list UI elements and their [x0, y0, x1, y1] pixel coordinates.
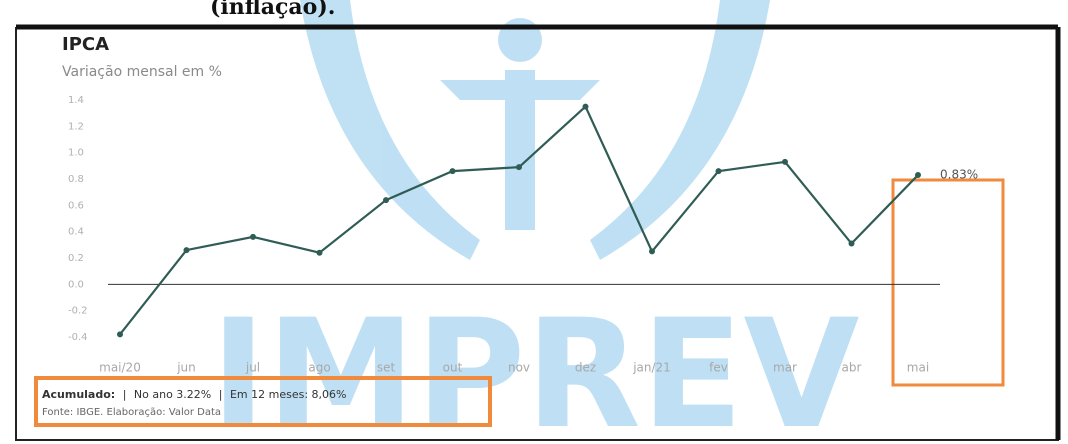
y-tick-label: 0.2: [68, 253, 84, 264]
x-tick-label: mai/20: [99, 361, 141, 375]
x-tick-label: dez: [575, 361, 596, 375]
x-tick-label: abr: [842, 361, 862, 375]
y-tick-label: 0.8: [68, 174, 84, 185]
point: [848, 240, 855, 247]
y-tick-label: 1.4: [68, 95, 84, 106]
chart-subtitle: Variação mensal em %: [62, 64, 222, 80]
x-tick-label: jun: [176, 361, 196, 375]
highlight-box: [891, 178, 1005, 387]
point: [582, 103, 589, 110]
separator: |: [123, 388, 127, 401]
point: [250, 233, 256, 240]
point: [383, 197, 389, 204]
footer-label: Acumulado:: [42, 388, 115, 401]
footer-year: No ano 3.22%: [134, 388, 211, 401]
y-tick-label: 1.2: [68, 121, 84, 132]
x-tick-label: ago: [308, 361, 330, 375]
watermark: IMPREV: [210, 288, 859, 444]
point: [316, 249, 323, 256]
x-tick-label: jul: [245, 361, 260, 375]
x-tick-label: out: [443, 361, 463, 375]
point: [649, 248, 655, 255]
chart-title: IPCA: [62, 34, 109, 55]
point: [782, 158, 788, 165]
y-tick-label: 0.0: [68, 279, 84, 290]
x-tick-label: set: [377, 361, 396, 375]
x-tick-label: nov: [508, 361, 530, 375]
x-tick-label: mar: [773, 361, 797, 375]
point: [915, 172, 921, 179]
footer-text: Acumulado: | No ano 3.22% | Em 12 meses:…: [42, 388, 346, 401]
y-tick-label: -0.2: [68, 306, 88, 317]
frame-edge: [16, 24, 1061, 440]
separator: |: [219, 388, 223, 401]
point: [183, 247, 190, 254]
x-tick-label: fev: [709, 361, 728, 375]
point: [516, 164, 522, 171]
y-tick-label: 0.6: [68, 200, 84, 211]
footer-source: Fonte: IBGE. Elaboração: Valor Data: [42, 407, 221, 418]
y-tick-label: -0.4: [68, 332, 88, 343]
x-tick-label: jan/21: [632, 361, 671, 375]
value-label: 0.83%: [940, 168, 978, 182]
point: [715, 168, 722, 175]
point: [117, 331, 123, 338]
point: [449, 168, 456, 175]
caption: (inflação).: [210, 0, 335, 20]
footer-twelve: Em 12 meses: 8,06%: [230, 388, 347, 401]
highlight-box: [34, 376, 492, 427]
y-tick-label: 0.4: [68, 227, 84, 238]
watermark-logo: [300, 0, 770, 260]
x-tick-label: mai: [907, 361, 929, 375]
y-tick-label: 1.0: [68, 148, 84, 159]
